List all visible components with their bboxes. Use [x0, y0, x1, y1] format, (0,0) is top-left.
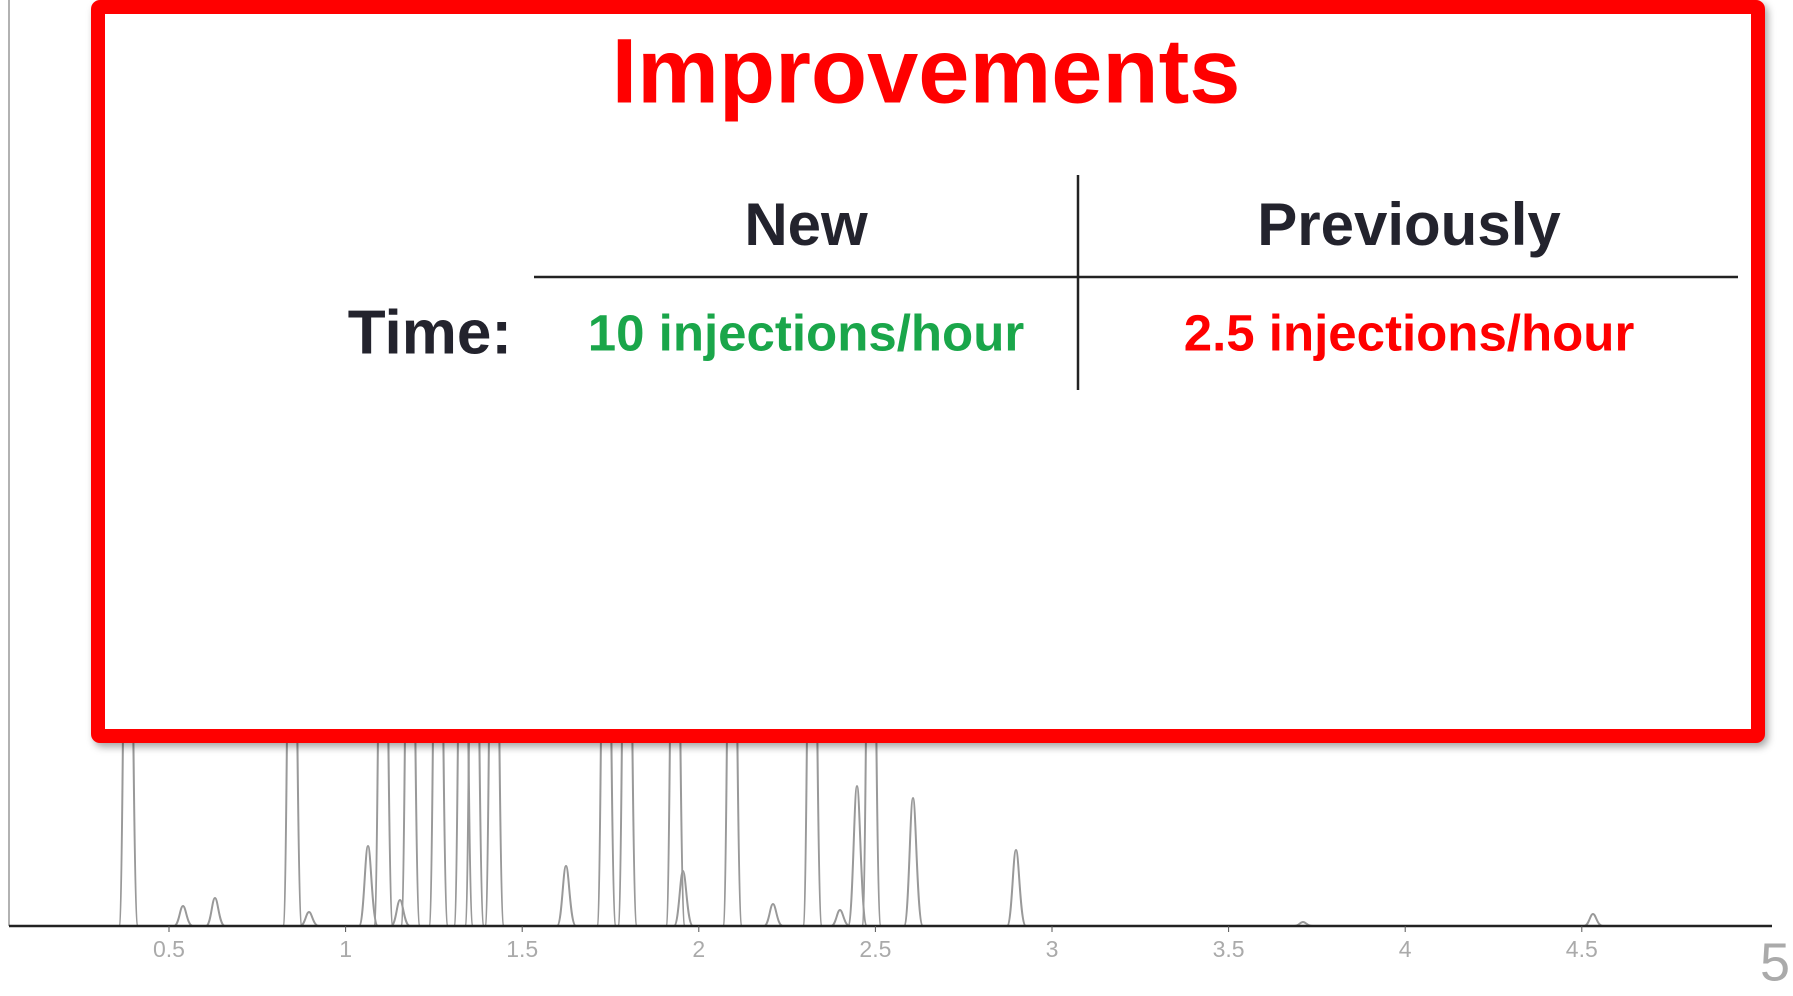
axis-label: 2: [692, 936, 705, 962]
peak: [1583, 912, 1604, 927]
axis-label: 2.5: [859, 936, 891, 962]
peak: [299, 910, 320, 927]
callout-box: [91, 0, 1765, 743]
column-header: New: [744, 191, 868, 258]
axis-label: 3: [1046, 936, 1059, 962]
axis-label: 3.5: [1213, 936, 1245, 962]
axis-label: 1.5: [506, 936, 538, 962]
peak: [556, 864, 577, 927]
peak: [673, 869, 694, 927]
table-cell: 2.5 injections/hour: [1184, 304, 1635, 361]
page-number: 5: [1760, 932, 1790, 992]
row-label: Time:: [348, 298, 512, 367]
table-cell: 10 injections/hour: [588, 304, 1025, 361]
peak: [830, 908, 851, 927]
axis-label: 4: [1399, 936, 1412, 962]
peak: [173, 904, 194, 927]
axis-label: 0.5: [153, 936, 185, 962]
axis-label: 4.5: [1566, 936, 1598, 962]
peak: [390, 898, 411, 927]
axis-label: 1: [339, 936, 352, 962]
callout-title: Improvements: [612, 20, 1241, 122]
peak: [763, 902, 784, 927]
peak: [205, 896, 226, 927]
peak: [903, 796, 924, 927]
peak: [358, 844, 379, 927]
peak: [1006, 848, 1027, 927]
column-header: Previously: [1257, 191, 1561, 258]
peak: [847, 784, 868, 927]
axis-labels: 0.5 1 1.5 2 2.5 3 3.5 4 4.5: [153, 926, 1598, 962]
